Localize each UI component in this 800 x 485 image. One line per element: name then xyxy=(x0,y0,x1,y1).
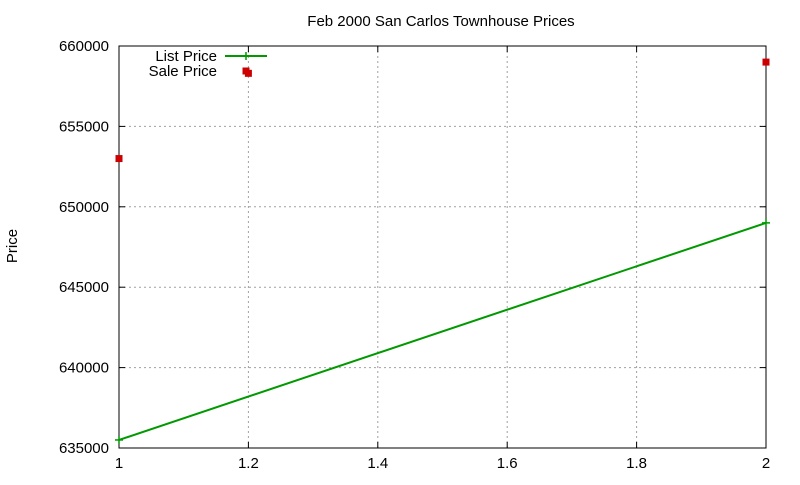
y-tick-label: 660000 xyxy=(59,38,109,55)
series-line xyxy=(118,221,767,441)
legend-item: Sale Price xyxy=(149,63,250,80)
x-tick-label: 1.2 xyxy=(238,455,259,472)
y-tick-label: 645000 xyxy=(59,279,109,296)
x-tick-label: 1 xyxy=(115,455,123,472)
series-list-price xyxy=(115,218,770,444)
y-tick-label: 635000 xyxy=(59,440,109,457)
y-tick-label: 640000 xyxy=(59,360,109,377)
x-tick-label: 1.6 xyxy=(497,455,518,472)
data-point xyxy=(762,58,770,66)
y-tick-label: 655000 xyxy=(59,118,109,135)
data-point xyxy=(762,218,770,227)
data-point xyxy=(115,435,123,444)
y-axis-label: Price xyxy=(4,229,21,263)
axes: 1 1.2 1.4 1.6 1.8 2 635000 640000 645000 650000 65… xyxy=(59,38,770,472)
legend-marker xyxy=(242,67,250,75)
x-tick-label: 1.4 xyxy=(367,455,388,472)
legend-label: List Price xyxy=(155,48,217,65)
legend-label: Sale Price xyxy=(149,63,217,80)
y-tick-label: 650000 xyxy=(59,199,109,216)
data-point xyxy=(115,155,123,163)
grid xyxy=(119,46,766,448)
chart-title: Feb 2000 San Carlos Townhouse Prices xyxy=(307,13,574,30)
x-tick-label: 1.8 xyxy=(626,455,647,472)
legend-marker xyxy=(242,52,250,60)
x-tick-label: 2 xyxy=(762,455,770,472)
legend-item: List Price xyxy=(155,48,267,65)
series xyxy=(115,58,770,444)
plot-frame xyxy=(118,45,767,449)
